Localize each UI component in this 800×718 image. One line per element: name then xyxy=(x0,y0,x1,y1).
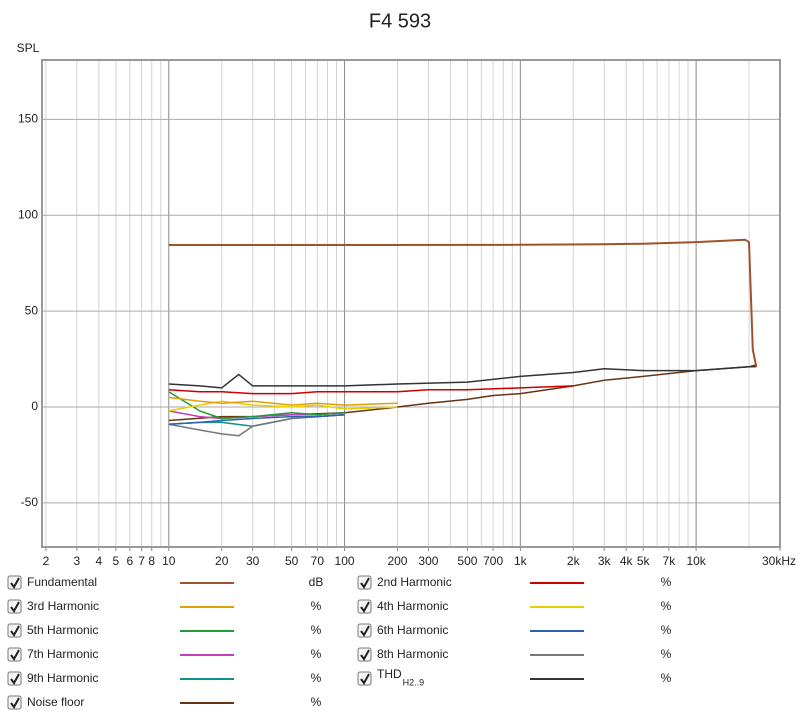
y-tick-label: 0 xyxy=(31,399,38,413)
checkmark xyxy=(360,625,370,637)
legend-entry[interactable]: 7th Harmonic% xyxy=(7,647,322,662)
checkmark xyxy=(360,601,370,613)
legend-entry[interactable]: 6th Harmonic% xyxy=(357,623,672,638)
y-tick-label: 50 xyxy=(25,303,39,317)
y-tick-label: 150 xyxy=(18,112,38,126)
legend-unit: % xyxy=(661,623,672,637)
legend-unit: % xyxy=(311,671,322,685)
legend-label: 9th Harmonic xyxy=(27,671,98,685)
legend-label: 8th Harmonic xyxy=(377,647,448,661)
legend-label: Fundamental xyxy=(27,575,97,589)
legend-entry[interactable]: 9th Harmonic% xyxy=(7,671,322,686)
legend-unit: % xyxy=(661,647,672,661)
x-tick-label: 4k xyxy=(620,554,634,568)
x-tick-label: 3 xyxy=(74,554,81,568)
legend-unit: % xyxy=(311,599,322,613)
series-line xyxy=(168,238,758,367)
x-tick-label: 300 xyxy=(418,554,438,568)
legend-entry[interactable]: 8th Harmonic% xyxy=(357,647,672,662)
x-tick-label: 5k xyxy=(637,554,651,568)
legend-label: Noise floor xyxy=(27,695,84,709)
legend-entry[interactable]: 3rd Harmonic% xyxy=(7,599,322,614)
x-tick-label: 1k xyxy=(514,554,528,568)
x-tick-label: 100 xyxy=(335,554,355,568)
x-tick-label: 200 xyxy=(387,554,407,568)
plot-frame xyxy=(41,59,781,548)
series-line xyxy=(168,391,345,420)
legend-entry[interactable]: 2nd Harmonic% xyxy=(357,575,672,590)
checkmark xyxy=(10,601,20,613)
legend-label: THD xyxy=(377,667,402,681)
checkmark xyxy=(10,649,20,661)
x-tick-label: 3k xyxy=(598,554,612,568)
x-tick-label: 2k xyxy=(567,554,581,568)
checkmark xyxy=(10,697,20,709)
legend-label: 2nd Harmonic xyxy=(377,575,452,589)
x-tick-label: 30kHz xyxy=(762,554,796,568)
legend-entry[interactable]: Fundamental dB xyxy=(7,575,324,590)
legend-unit: % xyxy=(661,671,672,685)
y-tick-label: 100 xyxy=(18,207,38,221)
series-line xyxy=(168,396,398,406)
checkmark xyxy=(10,673,20,685)
legend-label: 5th Harmonic xyxy=(27,623,98,637)
legend-entry[interactable]: 4th Harmonic% xyxy=(357,599,672,614)
series-line xyxy=(168,413,345,426)
series-line xyxy=(168,385,574,395)
legend-entry[interactable]: Noise floor% xyxy=(7,695,322,710)
x-tick-label: 700 xyxy=(483,554,503,568)
legend-unit: % xyxy=(661,575,672,589)
series-line xyxy=(168,400,398,412)
legend-unit: % xyxy=(311,695,322,709)
checkmark xyxy=(10,577,20,589)
x-tick-label: 7 xyxy=(138,554,145,568)
checkmark xyxy=(10,625,20,637)
x-tick-label: 70 xyxy=(311,554,325,568)
x-tick-label: 10 xyxy=(162,554,176,568)
x-tick-label: 8 xyxy=(148,554,155,568)
x-tick-label: 2 xyxy=(43,554,50,568)
x-tick-label: 20 xyxy=(215,554,229,568)
legend-label-sub: H2..9 xyxy=(403,677,425,687)
checkmark xyxy=(360,577,370,589)
checkmark xyxy=(360,649,370,661)
legend-unit: dB xyxy=(309,575,324,589)
y-axis-label: SPL xyxy=(17,41,40,55)
legend-label: 6th Harmonic xyxy=(377,623,448,637)
legend-unit: % xyxy=(311,623,322,637)
legend-unit: % xyxy=(661,599,672,613)
x-tick-label: 7k xyxy=(663,554,677,568)
legend-entry[interactable]: 5th Harmonic% xyxy=(7,623,322,638)
legend-label: 4th Harmonic xyxy=(377,599,448,613)
checkmark xyxy=(360,673,370,685)
legend-unit: % xyxy=(311,647,322,661)
x-tick-label: 500 xyxy=(457,554,477,568)
legend-label: 3rd Harmonic xyxy=(27,599,99,613)
series-line xyxy=(168,364,757,389)
x-tick-label: 10k xyxy=(686,554,706,568)
y-tick-label: -50 xyxy=(21,495,39,509)
x-tick-label: 4 xyxy=(95,554,102,568)
legend-label: 7th Harmonic xyxy=(27,647,98,661)
x-tick-label: 30 xyxy=(246,554,260,568)
x-tick-label: 6 xyxy=(126,554,133,568)
x-tick-label: 50 xyxy=(285,554,299,568)
chart-title: F4 593 xyxy=(369,10,431,32)
x-tick-label: 5 xyxy=(113,554,120,568)
